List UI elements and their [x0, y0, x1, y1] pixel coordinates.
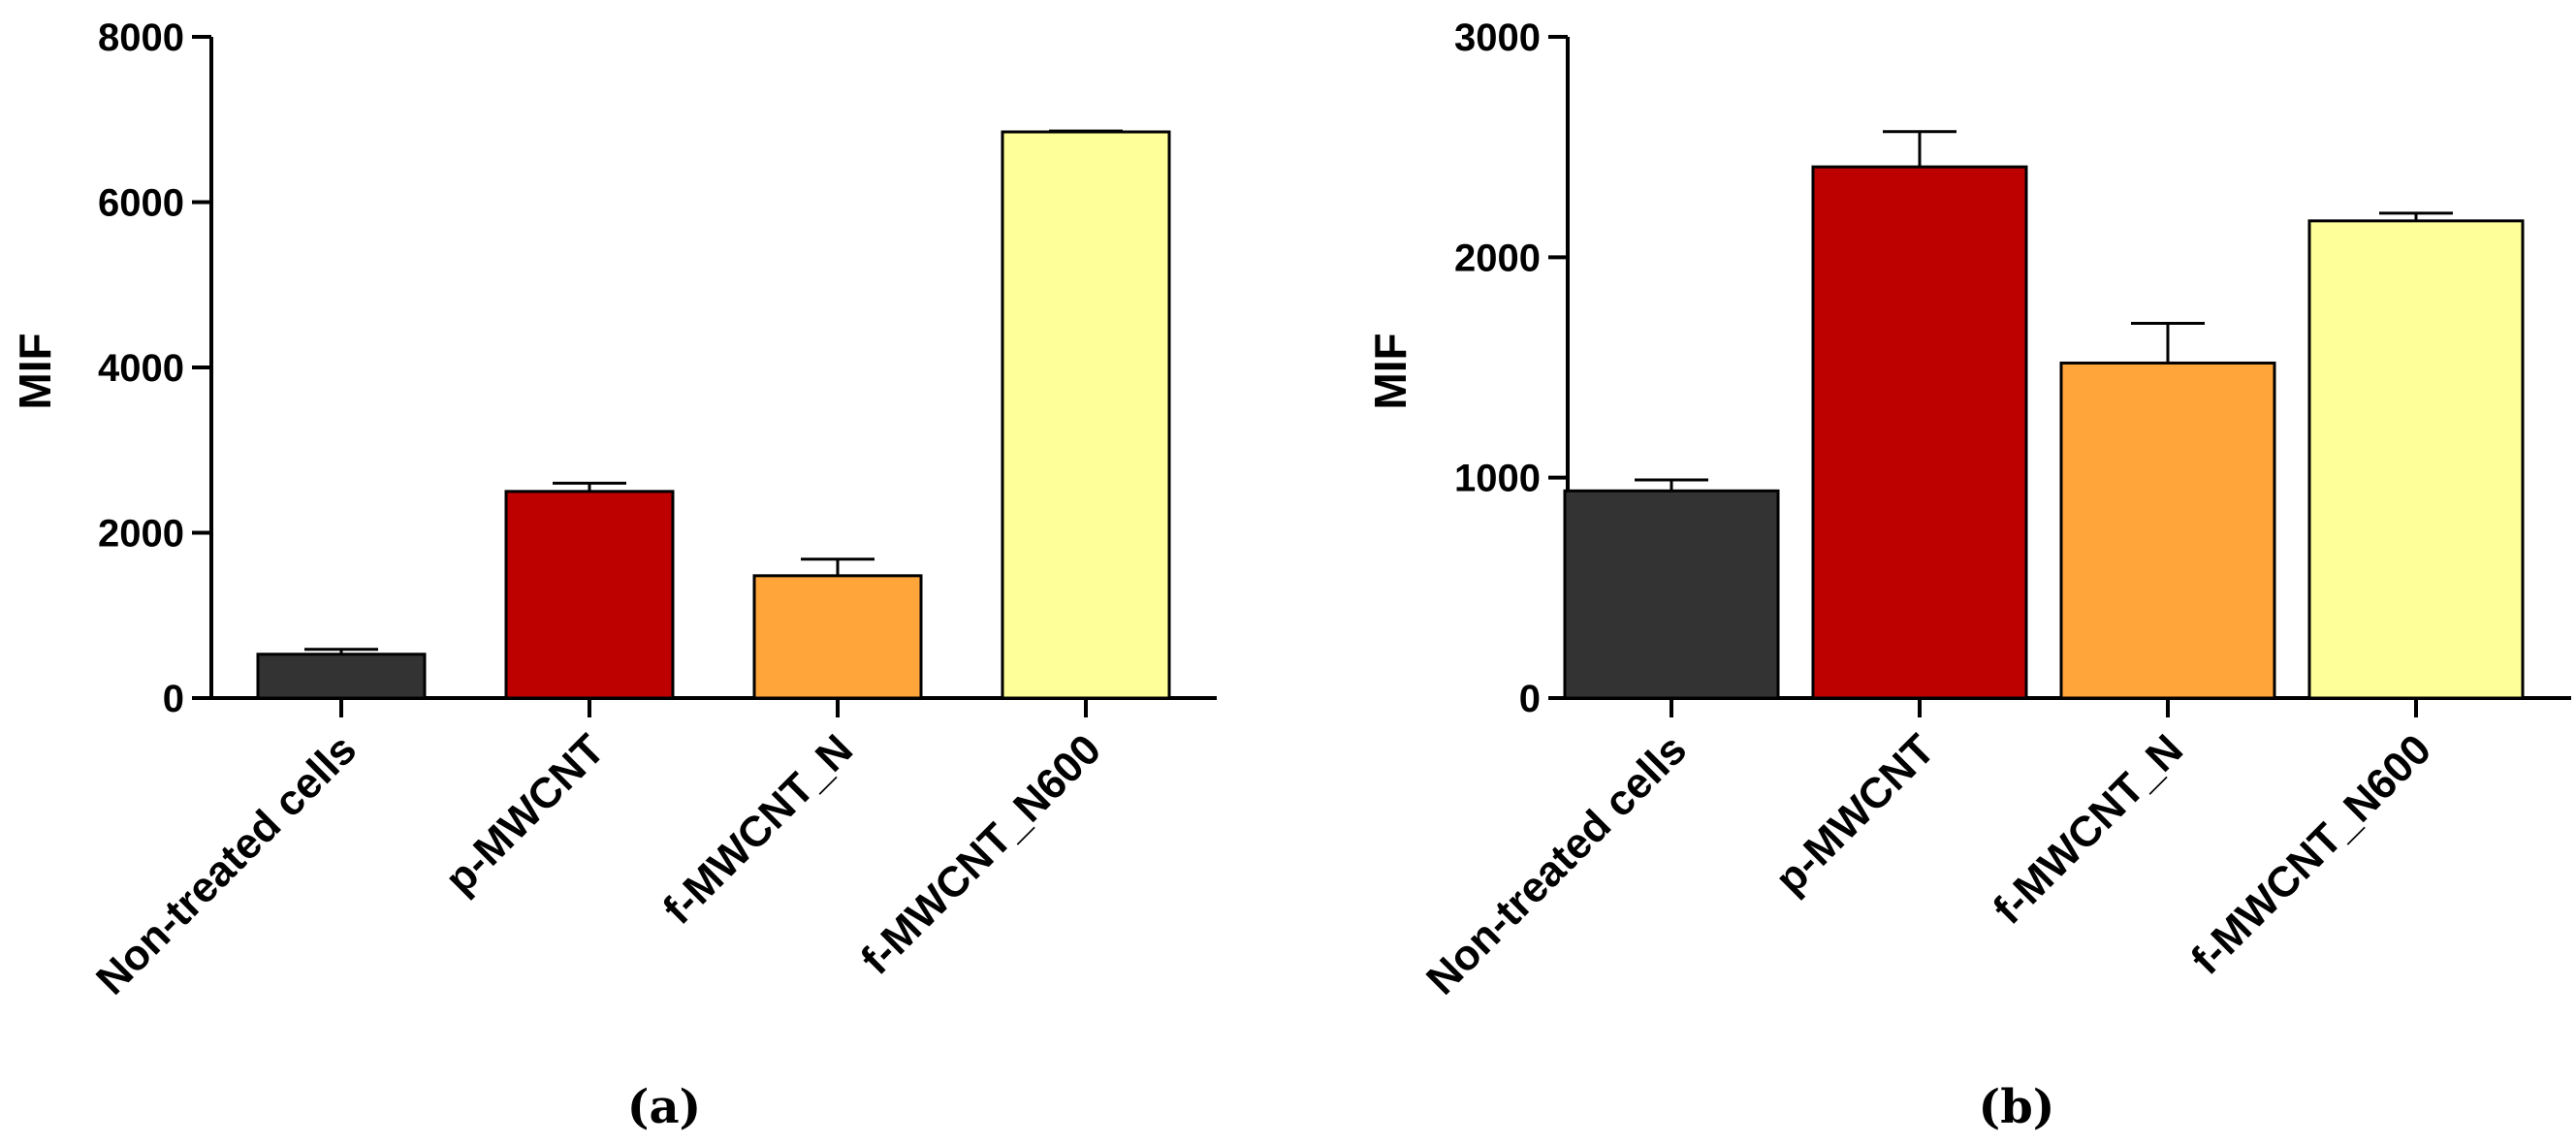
bar: [2059, 361, 2276, 700]
x-tick-label: f-MWCNT_N600: [852, 725, 1110, 983]
y-tick-label: 0: [1519, 678, 1541, 720]
y-tick-label: 1000: [1454, 458, 1541, 500]
bar: [504, 490, 675, 700]
y-tick-label: 3000: [1454, 16, 1541, 59]
x-tick-label: Non-treated cells: [1417, 725, 1696, 1003]
y-tick-label: 6000: [98, 182, 184, 225]
bar: [752, 574, 923, 700]
bars: [256, 129, 1171, 700]
y-axis-title: MIF: [1365, 333, 1415, 409]
labels: Non-treated cells p-MWCNT f-MWCNT_Nf-MWCNT…: [1417, 725, 2440, 1003]
y-tick-label: 4000: [98, 347, 184, 390]
bars: [1563, 130, 2525, 700]
chart-panel-b: MIF 0 1000 2000 3000 Non-treated cells p-MWC…: [1365, 16, 2571, 1134]
x-tick-label: Non-treated cells: [87, 725, 366, 1003]
panel-label: (b): [1979, 1080, 2055, 1134]
y-tick-label: 0: [163, 678, 184, 720]
bar: [1811, 165, 2028, 700]
x-tick-label: f-MWCNT_N: [654, 725, 862, 933]
chart-panel-a: MIF 0 2000 4000 6000 8000 Non-treated cells p…: [10, 16, 1217, 1134]
bar: [1001, 130, 1171, 700]
x-tick-label: f-MWCNT_N: [1985, 725, 2192, 933]
y-tick-label: 2000: [1454, 237, 1541, 279]
y-axis-title: MIF: [10, 333, 60, 409]
x-tick-label: p-MWCNT: [1766, 725, 1944, 903]
x-tick-label: f-MWCNT_N600: [2182, 725, 2440, 983]
y-tick-label: 8000: [98, 16, 184, 59]
x-tick-label: p-MWCNT: [436, 725, 614, 903]
bar: [2307, 219, 2525, 700]
bar: [256, 652, 427, 700]
panel-label: (a): [627, 1080, 702, 1134]
bar: [1563, 489, 1780, 700]
labels: Non-treated cells p-MWCNT f-MWCNT_Nf-MWCNT…: [87, 725, 1110, 1003]
y-tick-label: 2000: [98, 513, 184, 556]
